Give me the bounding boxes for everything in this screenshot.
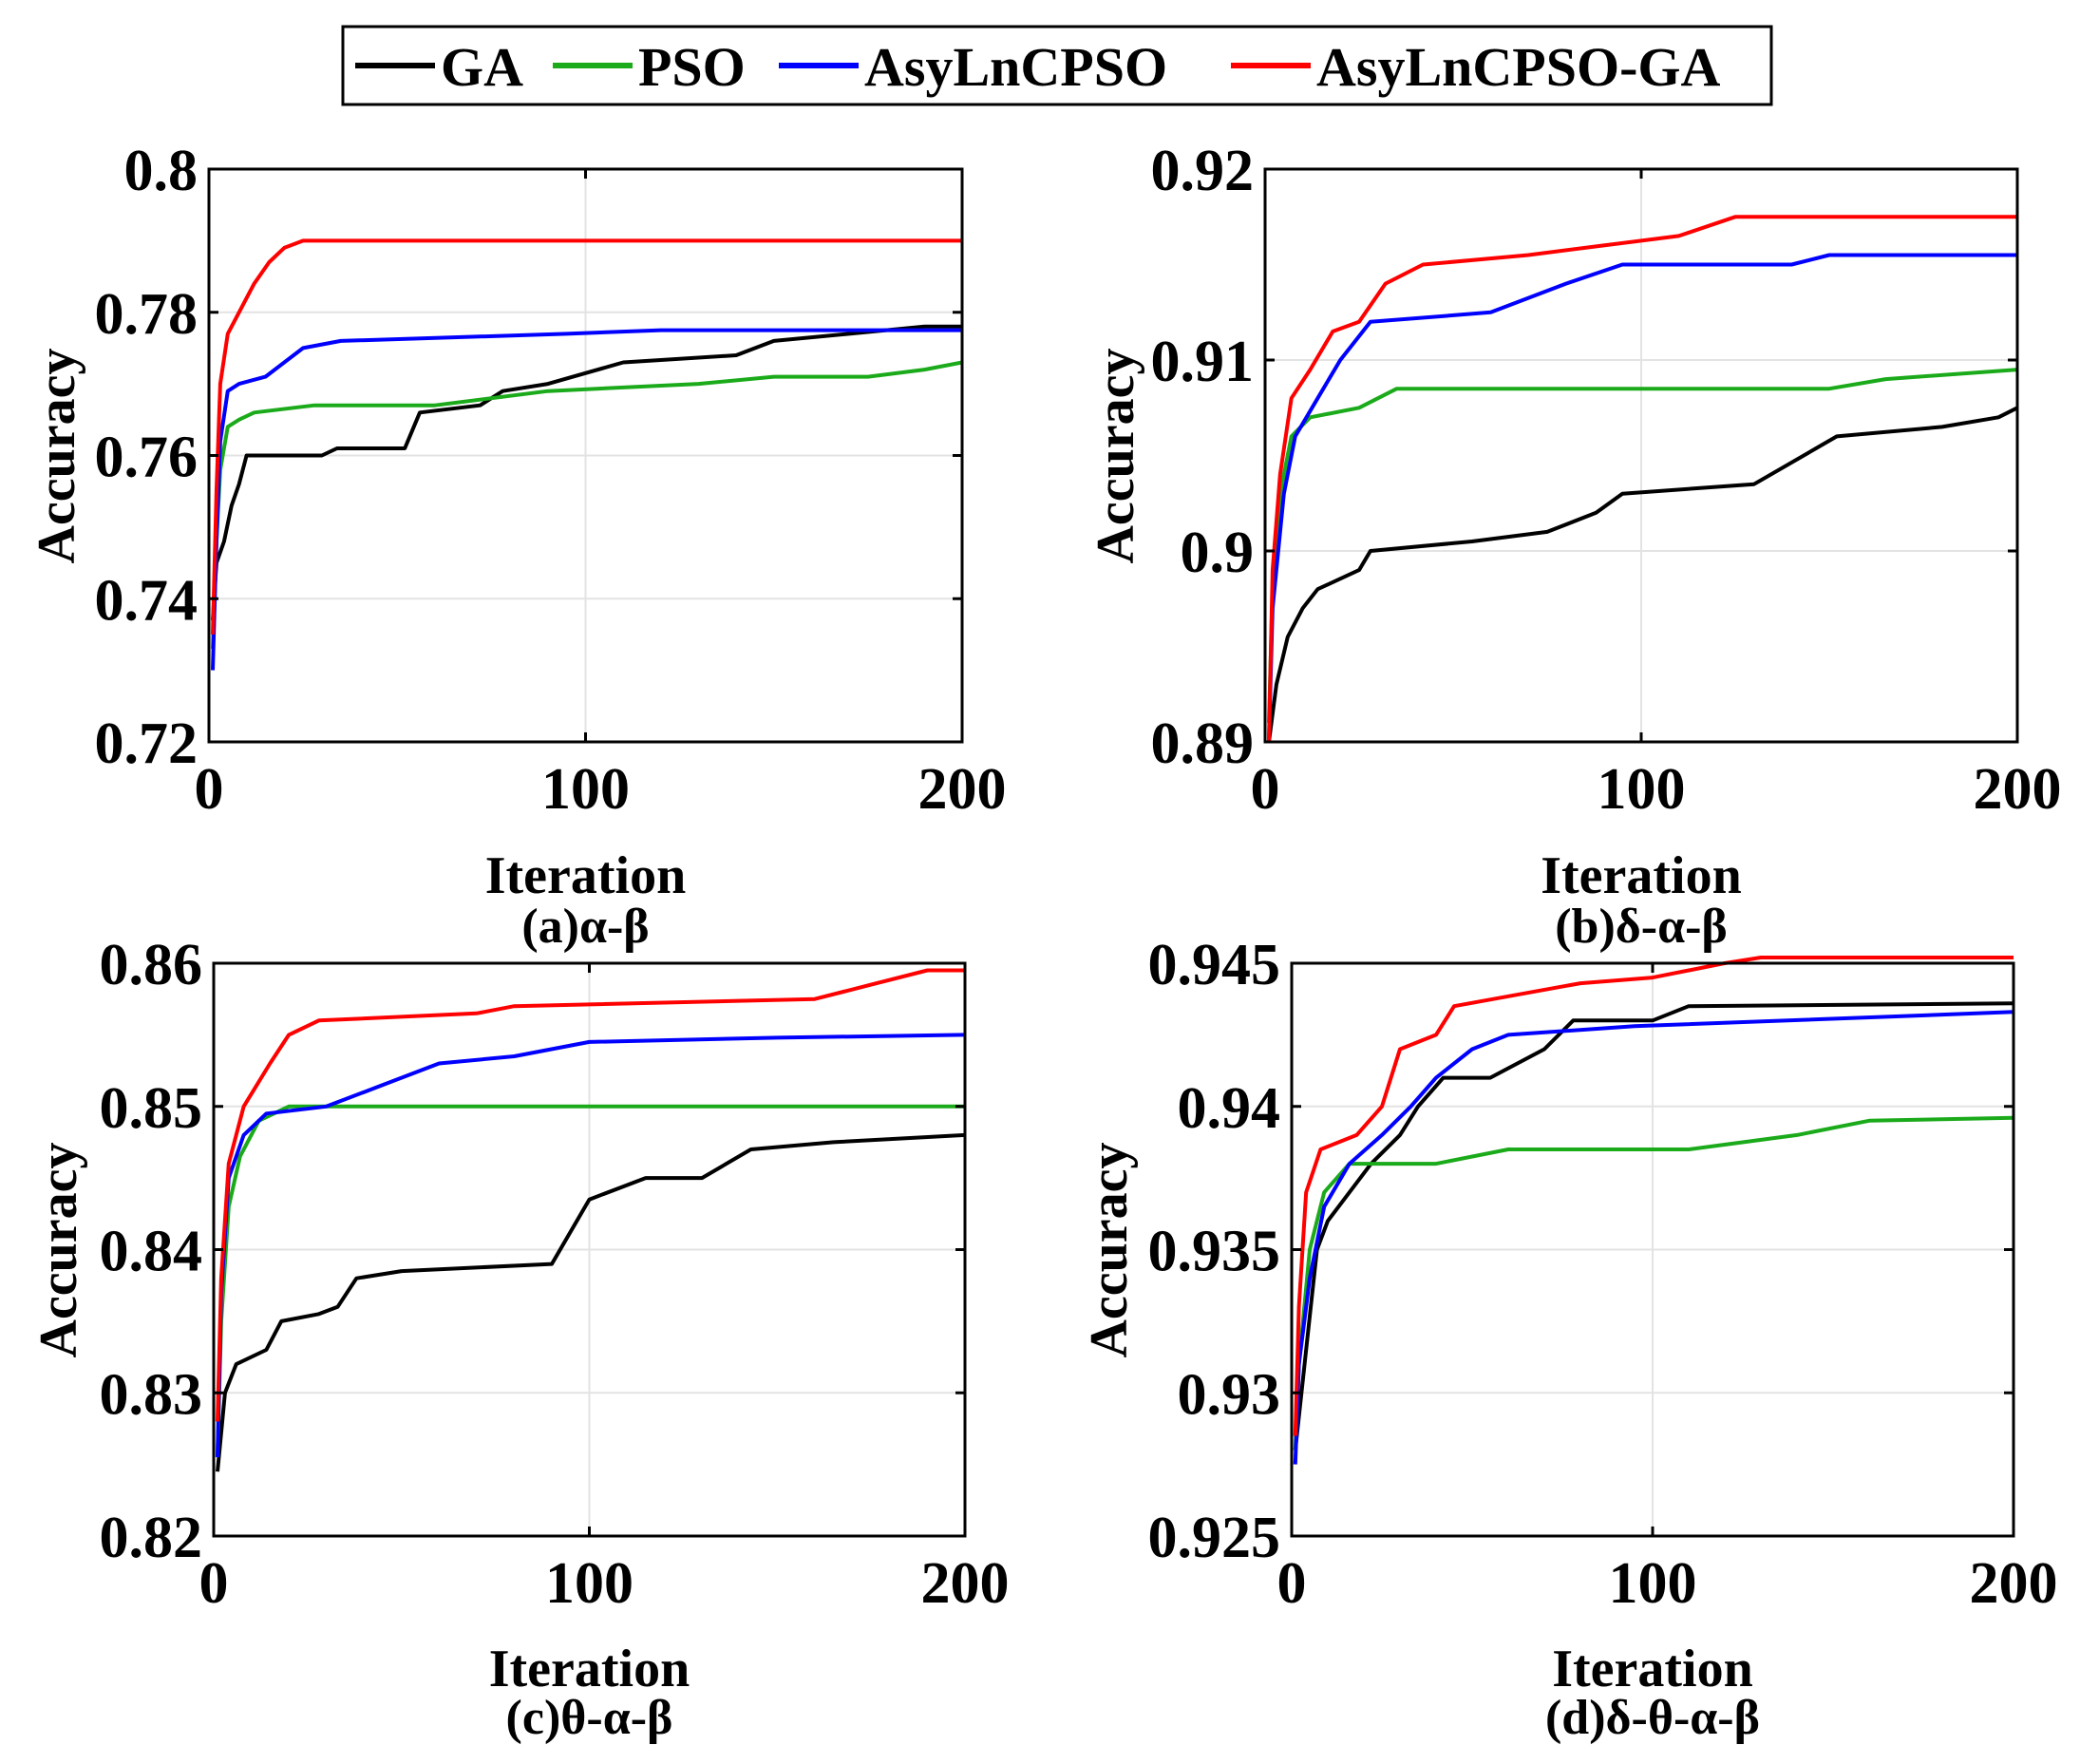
series-line-asylncpso xyxy=(1267,253,2017,743)
chart-panel-c: 0 100 200 0.82 0.83 0.84 0.85 0.86 Iteration Accu… xyxy=(29,933,1010,1745)
x-tick-label: 0 xyxy=(1277,1551,1307,1616)
series-line-asylncpso-ga xyxy=(216,968,965,1422)
series-line-ga xyxy=(211,324,962,621)
x-tick-label: 0 xyxy=(199,1551,229,1616)
x-tick-label: 200 xyxy=(921,1551,1010,1616)
series-line-asylncpso-ga xyxy=(211,238,962,635)
chart-panel-b: 0 100 200 0.89 0.9 0.91 0.92 Iteration Accuracy (… xyxy=(1087,139,2062,954)
series-line-ga xyxy=(216,1132,966,1472)
x-axis-label: Iteration xyxy=(489,1640,690,1698)
y-tick-label: 0.86 xyxy=(100,933,203,997)
x-tick-label: 100 xyxy=(541,757,630,822)
panel-caption: (a)α-β xyxy=(521,900,649,954)
legend-label-pso: PSO xyxy=(638,36,746,98)
chart-panel-d: 0 100 200 0.925 0.93 0.935 0.94 0.945 Iteration A… xyxy=(1080,933,2058,1745)
series-line-pso xyxy=(211,360,963,650)
y-tick-label: 0.89 xyxy=(1151,711,1255,776)
panel-caption: (d)δ-θ-α-β xyxy=(1545,1691,1760,1745)
panel-caption: (b)δ-α-β xyxy=(1555,900,1728,954)
series-line-ga xyxy=(1267,406,2018,743)
x-tick-label: 0 xyxy=(195,757,224,822)
x-tick-label: 200 xyxy=(1974,757,2062,822)
y-axis-label: Accuracy xyxy=(29,1142,88,1357)
x-axis-label: Iteration xyxy=(1552,1640,1753,1698)
series-line-asylncpso xyxy=(211,328,962,671)
x-tick-label: 100 xyxy=(1598,757,1686,822)
y-tick-label: 0.925 xyxy=(1148,1506,1281,1570)
x-axis-label: Iteration xyxy=(485,846,687,905)
y-tick-label: 0.82 xyxy=(100,1506,203,1570)
legend-label-asylncpso-ga: AsyLnCPSO-GA xyxy=(1316,36,1721,98)
y-axis-label: Accuracy xyxy=(28,348,86,563)
legend-label-ga: GA xyxy=(441,36,523,98)
y-tick-label: 0.72 xyxy=(95,711,199,776)
series-line-asylncpso-ga xyxy=(1293,956,2014,1436)
x-tick-label: 0 xyxy=(1251,757,1280,822)
y-tick-label: 0.8 xyxy=(124,139,199,203)
y-tick-label: 0.9 xyxy=(1181,521,1255,585)
y-tick-label: 0.74 xyxy=(95,568,199,633)
y-tick-label: 0.78 xyxy=(95,282,199,347)
x-axis-label: Iteration xyxy=(1541,846,1742,905)
y-tick-label: 0.93 xyxy=(1178,1362,1281,1427)
series-line-asylncpso xyxy=(1293,1010,2014,1465)
series-line-ga xyxy=(1293,1001,2014,1451)
legend-label-asylncpso: AsyLnCPSO xyxy=(864,36,1167,98)
y-tick-label: 0.92 xyxy=(1151,139,1255,203)
y-tick-label: 0.945 xyxy=(1148,933,1281,997)
chart-panel-a: 0 100 200 0.72 0.74 0.76 0.78 0.8 Iteration Accur… xyxy=(28,139,1007,954)
x-tick-label: 200 xyxy=(1970,1551,2058,1616)
series-line-asylncpso-ga xyxy=(1267,215,2017,743)
y-tick-label: 0.85 xyxy=(100,1076,203,1141)
y-tick-label: 0.935 xyxy=(1148,1220,1281,1284)
series-line-pso xyxy=(1293,1115,2014,1451)
legend: GA PSO AsyLnCPSO AsyLnCPSO-GA xyxy=(341,25,1773,106)
y-tick-label: 0.94 xyxy=(1178,1076,1281,1141)
x-tick-label: 100 xyxy=(1609,1551,1697,1616)
x-tick-label: 100 xyxy=(545,1551,633,1616)
x-tick-label: 200 xyxy=(918,757,1007,822)
panel-caption: (c)θ-α-β xyxy=(506,1691,673,1745)
y-axis-label: Accuracy xyxy=(1087,348,1145,563)
y-tick-label: 0.83 xyxy=(100,1362,203,1427)
y-tick-label: 0.76 xyxy=(95,426,199,490)
y-axis-label: Accuracy xyxy=(1080,1142,1139,1357)
y-tick-label: 0.84 xyxy=(100,1220,203,1284)
y-tick-label: 0.91 xyxy=(1151,330,1255,394)
